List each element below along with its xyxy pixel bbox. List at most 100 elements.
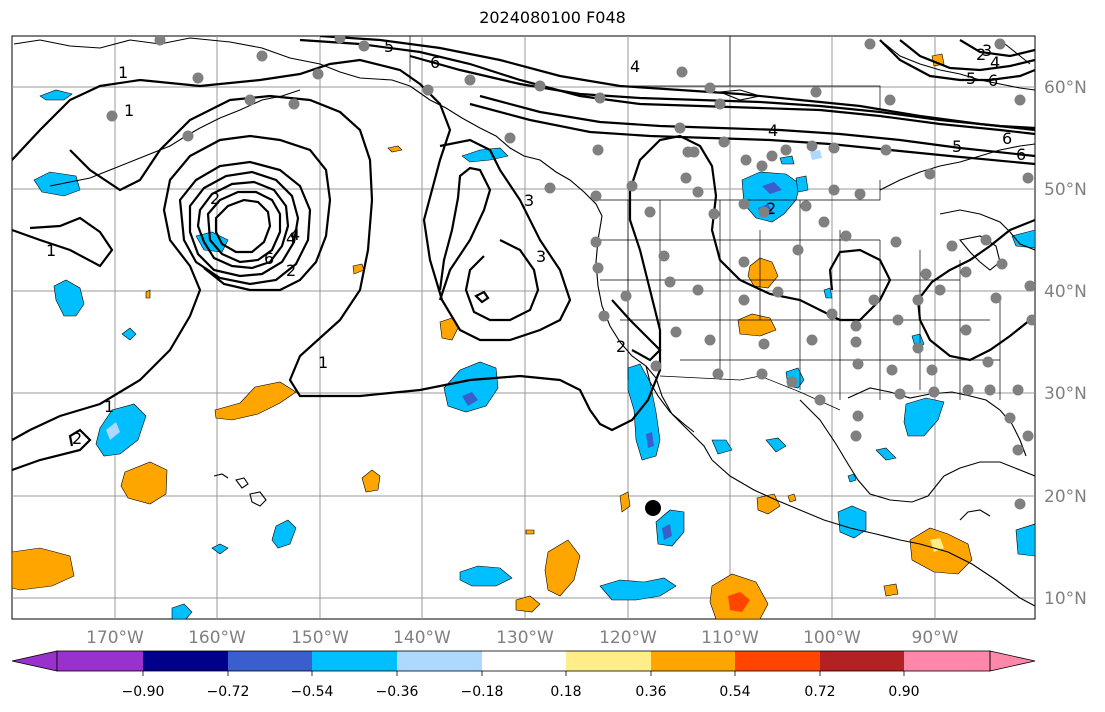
station-marker bbox=[806, 140, 818, 152]
station-marker bbox=[718, 136, 730, 148]
station-marker bbox=[864, 38, 876, 50]
station-marker bbox=[590, 190, 602, 202]
station-marker bbox=[982, 356, 994, 368]
contour-label: 6 bbox=[988, 71, 998, 90]
station-marker bbox=[806, 334, 818, 346]
station-marker bbox=[800, 200, 812, 212]
contour-labels: 1 1 1 1 1 2 2 2 3 3 4 4 4 5 5 6 6 6 6 2 bbox=[46, 37, 1026, 448]
colorbar-segment bbox=[143, 651, 228, 671]
station-marker bbox=[644, 206, 656, 218]
lat-label: 40°N bbox=[1044, 282, 1087, 302]
contour-lines bbox=[12, 36, 1035, 472]
station-marker bbox=[1014, 498, 1026, 510]
map-frame bbox=[11, 35, 1036, 620]
colorbar-tick-label: −0.90 bbox=[122, 684, 165, 700]
storm-center-marker bbox=[645, 500, 661, 516]
lon-label: 110°W bbox=[701, 628, 759, 648]
station-marker bbox=[924, 168, 936, 180]
station-marker bbox=[880, 144, 892, 156]
station-marker bbox=[1024, 280, 1035, 292]
colorbar-ticks bbox=[142, 671, 905, 676]
station-marker bbox=[334, 36, 346, 44]
colorbar-segment bbox=[397, 651, 482, 671]
station-marker bbox=[714, 98, 726, 110]
station-marker bbox=[758, 338, 770, 350]
station-marker bbox=[464, 74, 476, 86]
lat-label: 10°N bbox=[1044, 589, 1087, 609]
contour-label: 5 bbox=[966, 69, 976, 88]
strong-positive-core bbox=[728, 592, 750, 612]
station-marker bbox=[1022, 430, 1034, 442]
lon-label: 100°W bbox=[803, 628, 861, 648]
station-marker bbox=[1012, 384, 1024, 396]
station-marker bbox=[182, 130, 194, 142]
station-marker bbox=[288, 98, 300, 110]
contour-label: 4 bbox=[768, 121, 778, 140]
colorbar-tick-label: 0.72 bbox=[804, 684, 835, 700]
contour-label: 4 bbox=[630, 57, 640, 76]
contour-label: 6 bbox=[1016, 145, 1026, 164]
station-marker bbox=[626, 180, 638, 192]
lat-label: 30°N bbox=[1044, 384, 1087, 404]
contour-label: 2 bbox=[210, 189, 220, 208]
station-marker bbox=[852, 358, 864, 370]
station-marker bbox=[1004, 412, 1016, 424]
negative-anomaly-shading bbox=[33, 89, 1035, 619]
station-marker bbox=[680, 172, 692, 184]
contour-label: 1 bbox=[118, 63, 128, 82]
station-marker bbox=[884, 94, 896, 106]
colorbar-segment bbox=[566, 651, 651, 671]
colorbar-segment bbox=[228, 651, 312, 671]
station-marker bbox=[960, 324, 972, 336]
lon-label: 170°W bbox=[86, 628, 144, 648]
colorbar-segment bbox=[482, 651, 566, 671]
contour-label: 6 bbox=[430, 53, 440, 72]
station-marker bbox=[244, 94, 256, 106]
lat-label: 60°N bbox=[1044, 78, 1087, 98]
lon-label: 130°W bbox=[496, 628, 554, 648]
station-marker bbox=[758, 206, 770, 218]
lat-label: 50°N bbox=[1044, 180, 1087, 200]
station-marker bbox=[192, 72, 204, 84]
colorbar-tick-label: −0.18 bbox=[461, 684, 504, 700]
station-marker bbox=[756, 368, 768, 380]
contour-label: 3 bbox=[536, 247, 546, 266]
contour-label: 2 bbox=[976, 45, 986, 64]
station-marker bbox=[598, 310, 610, 322]
contour-label: 1 bbox=[104, 397, 114, 416]
colorbar-segment bbox=[57, 651, 143, 671]
station-marker bbox=[818, 216, 830, 228]
station-marker bbox=[358, 40, 370, 52]
lon-label: 120°W bbox=[599, 628, 657, 648]
station-marker bbox=[826, 308, 838, 320]
station-marker bbox=[792, 244, 804, 256]
station-marker bbox=[620, 290, 632, 302]
station-marker bbox=[868, 294, 880, 306]
contour-label: 2 bbox=[286, 261, 296, 280]
station-marker bbox=[670, 326, 682, 338]
lon-label: 90°W bbox=[912, 628, 959, 648]
colorbar-tick-label: 0.90 bbox=[888, 684, 919, 700]
station-marker bbox=[422, 84, 434, 96]
station-marker bbox=[592, 144, 604, 156]
positive-anomaly-shading bbox=[12, 53, 973, 619]
station-marker bbox=[894, 388, 906, 400]
station-marker bbox=[312, 68, 324, 80]
contour-label: 2 bbox=[616, 337, 626, 356]
station-marker bbox=[766, 150, 778, 162]
colorbar-segment bbox=[904, 651, 990, 671]
colorbar-tick-label: 0.18 bbox=[550, 684, 581, 700]
contour-label: 6 bbox=[264, 249, 274, 268]
station-marker bbox=[594, 92, 606, 104]
station-marker bbox=[256, 50, 268, 62]
station-marker bbox=[850, 336, 862, 348]
station-marker bbox=[688, 146, 700, 158]
station-marker bbox=[990, 292, 1002, 304]
station-marker bbox=[1022, 172, 1034, 184]
colorbar-segment bbox=[651, 651, 735, 671]
colorbar: −0.90 −0.72 −0.54 −0.36 −0.18 0.18 0.36 … bbox=[11, 650, 1036, 700]
station-marker bbox=[912, 342, 924, 354]
contour-label: 2 bbox=[72, 429, 82, 448]
station-marker bbox=[814, 394, 826, 406]
station-marker bbox=[738, 256, 750, 268]
